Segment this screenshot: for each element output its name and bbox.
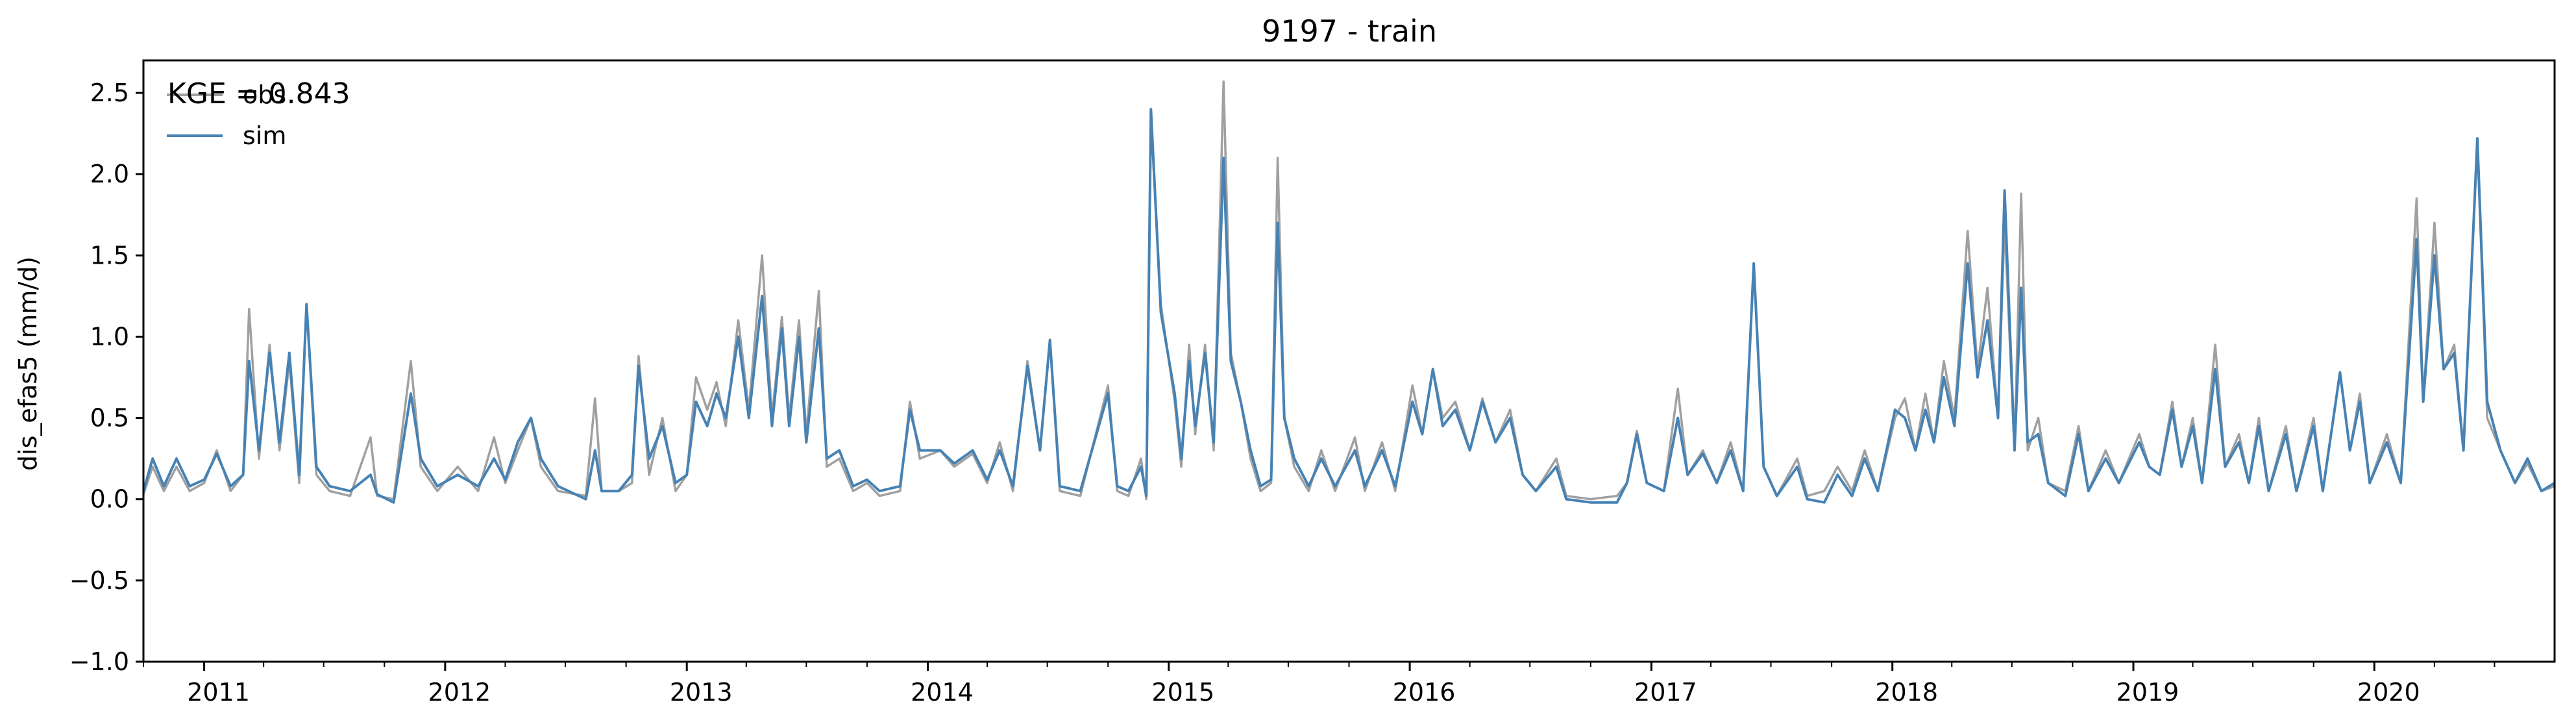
y-tick-label: −0.5 <box>69 566 129 595</box>
legend-label-sim: sim <box>243 121 286 150</box>
x-tick-label: 2013 <box>670 678 733 707</box>
x-tick-label: 2014 <box>911 678 974 707</box>
y-axis-label: dis_efas5 (mm/d) <box>14 257 42 471</box>
x-tick-label: 2011 <box>187 678 250 707</box>
x-tick-label: 2015 <box>1151 678 1214 707</box>
kge-annotation: KGE = 0.843 <box>167 77 350 110</box>
series-line-sim <box>142 108 2556 504</box>
y-tick-label: 1.0 <box>90 322 129 351</box>
x-tick-label: 2019 <box>2116 678 2179 707</box>
x-tick-label: 2012 <box>428 678 491 707</box>
plot-frame <box>142 59 2556 663</box>
y-tick-label: 2.0 <box>90 160 129 188</box>
y-tick-label: −1.0 <box>69 647 129 676</box>
legend: obs sim <box>167 81 286 150</box>
y-tick-label: 0.5 <box>90 404 129 432</box>
x-tick-label: 2017 <box>1634 678 1697 707</box>
y-tick-label: 2.5 <box>90 79 129 107</box>
x-tick-label: 2020 <box>2357 678 2420 707</box>
x-tick-label: 2016 <box>1393 678 1456 707</box>
series-lines <box>142 80 2556 504</box>
x-tick-label: 2018 <box>1875 678 1938 707</box>
chart-title: 9197 - train <box>1262 14 1437 49</box>
x-axis-ticks: 2011 2012 2013 2014 2015 2016 2017 2018 2019 2020 <box>143 662 2496 707</box>
y-axis-ticks: −1.0 −0.5 0.0 0.5 1.0 1.5 2.0 2.5 <box>69 79 143 676</box>
legend-label-obs: obs <box>243 81 286 109</box>
y-tick-label: 1.5 <box>90 241 129 269</box>
y-tick-label: 0.0 <box>90 485 129 514</box>
